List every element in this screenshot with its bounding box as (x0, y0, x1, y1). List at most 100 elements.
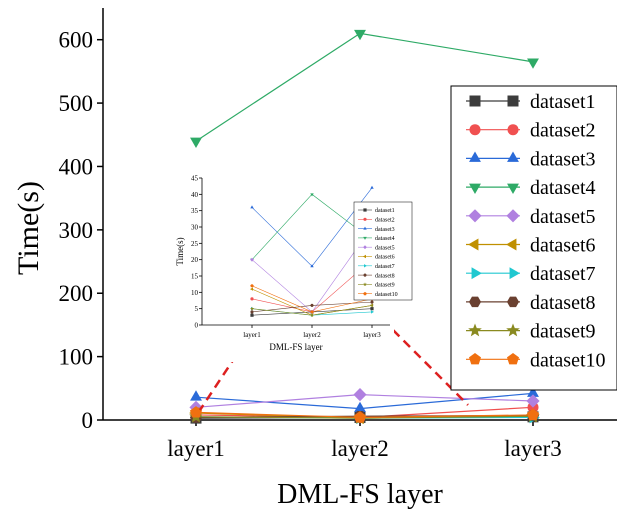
inset-legend-marker (363, 273, 367, 277)
inset-legend-label: dataset5 (375, 245, 395, 251)
legend-label: dataset2 (530, 120, 596, 142)
legend-marker (468, 323, 482, 337)
inset-legend-label: dataset7 (375, 264, 395, 270)
y-tick-label: 300 (59, 218, 94, 243)
inset-legend-label: dataset1 (375, 208, 395, 214)
inset-y-tick-label: 40 (191, 191, 199, 199)
inset-x-tick-label: layer1 (243, 331, 261, 339)
legend-label: dataset10 (530, 349, 606, 371)
data-point (189, 406, 203, 418)
inset-series-dataset3 (250, 185, 374, 268)
legend-marker (468, 209, 482, 223)
inset-y-tick-label: 5 (195, 305, 199, 313)
inset-legend-entry: dataset10 (358, 291, 398, 298)
data-point (354, 29, 366, 41)
data-point (190, 137, 202, 148)
inset-legend-marker (363, 291, 367, 296)
data-point (527, 58, 539, 69)
inset-legend-label: dataset10 (375, 292, 398, 298)
inset-legend-box (353, 201, 413, 301)
inset-legend-entry: dataset9 (358, 282, 395, 289)
series-dataset4 (190, 29, 539, 148)
zoom-connector-right (392, 329, 469, 406)
inset-legend: dataset1 dataset2 dataset3 dataset4 dataset5… (353, 201, 413, 301)
inset-data-point (370, 185, 374, 189)
legend-marker (507, 124, 519, 136)
inset-y-tick-label: 45 (191, 175, 199, 183)
y-tick-label: 600 (59, 28, 94, 53)
legend-marker (469, 124, 481, 136)
inset-legend-marker (363, 236, 367, 240)
legend-entry-dataset7: dataset7 (466, 263, 596, 285)
legend-entry-dataset5: dataset5 (466, 206, 596, 228)
legend-label: dataset9 (530, 321, 596, 343)
inset-legend-entry: dataset6 (358, 255, 395, 261)
legend-entry-dataset3: dataset3 (466, 148, 596, 170)
inset-legend-entry: dataset8 (358, 273, 395, 279)
inset-chart: 0 5 10 15 20 25 30 35 40 45 layer1 layer2 layer3 DML-… (175, 174, 413, 362)
legend-marker (507, 151, 519, 162)
inset-data-point (310, 193, 314, 197)
y-tick-label: 200 (59, 281, 94, 306)
legend-label: dataset4 (530, 177, 596, 199)
y-tick-label: 500 (59, 91, 94, 116)
inset-legend-entry: dataset7 (358, 264, 395, 270)
inset-data-point (370, 300, 374, 304)
inset-y-tick-label: 15 (191, 273, 199, 281)
inset-legend-marker (363, 254, 366, 259)
legend-entry-dataset2: dataset2 (466, 120, 596, 142)
inset-legend-marker (363, 217, 367, 221)
legend-marker (506, 323, 520, 337)
legend-entry-dataset1: dataset1 (466, 91, 596, 113)
x-tick-label: layer2 (331, 436, 388, 461)
x-axis-label: DML-FS layer (277, 479, 443, 510)
y-tick-label: 0 (82, 408, 94, 433)
y-axis-label: Time(s) (12, 181, 45, 275)
legend-marker (469, 183, 481, 194)
inset-legend-entry: dataset5 (358, 245, 395, 251)
inset-legend-label: dataset6 (375, 255, 395, 261)
legend-entry-dataset8: dataset8 (466, 292, 596, 314)
legend-label: dataset7 (530, 263, 596, 285)
inset-legend-label: dataset4 (375, 236, 395, 242)
inset-legend-marker (363, 226, 367, 230)
inset-series-dataset9 (250, 303, 374, 317)
inset-legend-marker (363, 245, 367, 250)
inset-y-tick-label: 0 (195, 322, 199, 330)
legend-marker (507, 183, 519, 194)
legend-marker (469, 95, 481, 107)
legend-entry-dataset9: dataset9 (466, 321, 596, 343)
inset-legend-marker (363, 208, 367, 212)
legend-box (450, 85, 617, 391)
legend-entry-dataset4: dataset4 (466, 177, 596, 199)
inset-data-point (250, 310, 254, 314)
inset-legend-label: dataset3 (375, 227, 395, 233)
legend-marker (468, 238, 479, 251)
inset-y-axis-label: Time(s) (175, 237, 185, 265)
inset-legend-label: dataset8 (375, 273, 395, 279)
legend-label: dataset8 (530, 292, 596, 314)
inset-data-point (250, 205, 254, 209)
legend-marker (469, 151, 481, 162)
inset-data-point (250, 257, 254, 262)
inset-data-point (250, 283, 254, 288)
x-tick-label: layer1 (167, 436, 224, 461)
data-point (354, 401, 366, 413)
x-tick-label: layer3 (504, 436, 561, 461)
inset-x-axis-label: DML-FS layer (269, 342, 322, 352)
inset-x-tick-label: layer2 (303, 331, 321, 339)
inset-legend-entry: dataset1 (358, 208, 395, 214)
inset-y-tick-label: 25 (191, 240, 199, 248)
legend-marker (468, 296, 482, 308)
legend-marker (506, 352, 520, 365)
inset-data-point (250, 287, 253, 291)
y-tick-label: 100 (59, 345, 94, 370)
data-point (526, 408, 540, 421)
inset-data-point (250, 313, 254, 317)
legend: dataset1 dataset2 dataset3 dataset4 dataset5… (450, 85, 617, 391)
inset-y-tick-label: 10 (191, 289, 199, 297)
inset-data-point (310, 303, 314, 307)
legend-label: dataset6 (530, 235, 596, 257)
inset-legend-entry: dataset3 (358, 226, 395, 233)
